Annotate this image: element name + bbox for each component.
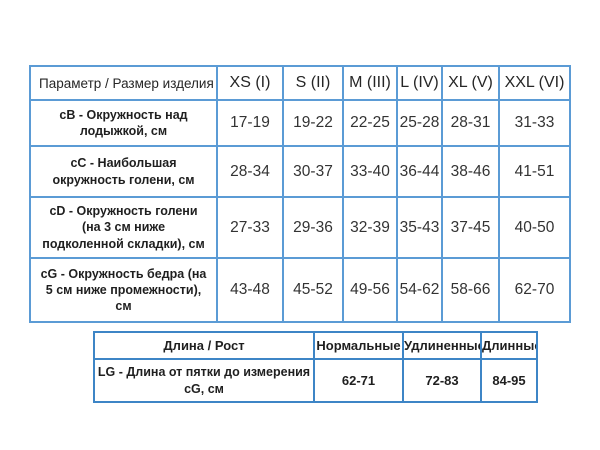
column-header-extended: Удлиненные — [402, 331, 482, 360]
param-size-header: Параметр / Размер изделия — [29, 65, 218, 101]
value-cell: 25-28 — [396, 99, 443, 147]
value-cell: 27-33 — [216, 196, 284, 259]
column-header-xs: XS (I) — [216, 65, 284, 101]
value-cell: 38-46 — [441, 145, 500, 198]
table-row-cb: cB - Окружность над лодыжкой, см 17-19 1… — [29, 99, 571, 147]
value-cell: 54-62 — [396, 257, 443, 323]
value-cell: 28-34 — [216, 145, 284, 198]
value-cell: 62-70 — [498, 257, 571, 323]
size-table-header-row: Параметр / Размер изделия XS (I) S (II) … — [29, 65, 571, 101]
length-height-header: Длина / Рост — [93, 331, 315, 360]
column-header-long: Длинные — [480, 331, 538, 360]
value-cell: 45-52 — [282, 257, 344, 323]
value-cell: 40-50 — [498, 196, 571, 259]
value-cell: 58-66 — [441, 257, 500, 323]
value-cell: 28-31 — [441, 99, 500, 147]
column-header-s: S (II) — [282, 65, 344, 101]
value-cell: 62-71 — [313, 358, 404, 403]
value-cell: 31-33 — [498, 99, 571, 147]
row-label-cc: cC - Наибольшая окружность голени, см — [29, 145, 218, 198]
table-row-cc: cC - Наибольшая окружность голени, см 28… — [29, 145, 571, 198]
column-header-xxl: XXL (VI) — [498, 65, 571, 101]
value-cell: 32-39 — [342, 196, 398, 259]
value-cell: 72-83 — [402, 358, 482, 403]
value-cell: 33-40 — [342, 145, 398, 198]
row-label-cb: cB - Окружность над лодыжкой, см — [29, 99, 218, 147]
length-table: Длина / Рост Нормальные Удлиненные Длинн… — [93, 331, 538, 403]
length-table-header-row: Длина / Рост Нормальные Удлиненные Длинн… — [93, 331, 538, 360]
table-row-cg: cG - Окружность бедра (на 5 см ниже пром… — [29, 257, 571, 323]
column-header-normal: Нормальные — [313, 331, 404, 360]
value-cell: 41-51 — [498, 145, 571, 198]
value-cell: 84-95 — [480, 358, 538, 403]
size-table: Параметр / Размер изделия XS (I) S (II) … — [29, 65, 571, 323]
column-header-m: M (III) — [342, 65, 398, 101]
row-label-cg: cG - Окружность бедра (на 5 см ниже пром… — [29, 257, 218, 323]
table-row-lg: LG - Длина от пятки до измерения cG, см … — [93, 358, 538, 403]
value-cell: 36-44 — [396, 145, 443, 198]
value-cell: 43-48 — [216, 257, 284, 323]
column-header-l: L (IV) — [396, 65, 443, 101]
value-cell: 37-45 — [441, 196, 500, 259]
value-cell: 49-56 — [342, 257, 398, 323]
table-row-cd: cD - Окружность голени (на 3 см ниже под… — [29, 196, 571, 259]
row-label-cd: cD - Окружность голени (на 3 см ниже под… — [29, 196, 218, 259]
row-label-lg: LG - Длина от пятки до измерения cG, см — [93, 358, 315, 403]
column-header-xl: XL (V) — [441, 65, 500, 101]
value-cell: 35-43 — [396, 196, 443, 259]
value-cell: 17-19 — [216, 99, 284, 147]
value-cell: 19-22 — [282, 99, 344, 147]
value-cell: 29-36 — [282, 196, 344, 259]
value-cell: 30-37 — [282, 145, 344, 198]
value-cell: 22-25 — [342, 99, 398, 147]
